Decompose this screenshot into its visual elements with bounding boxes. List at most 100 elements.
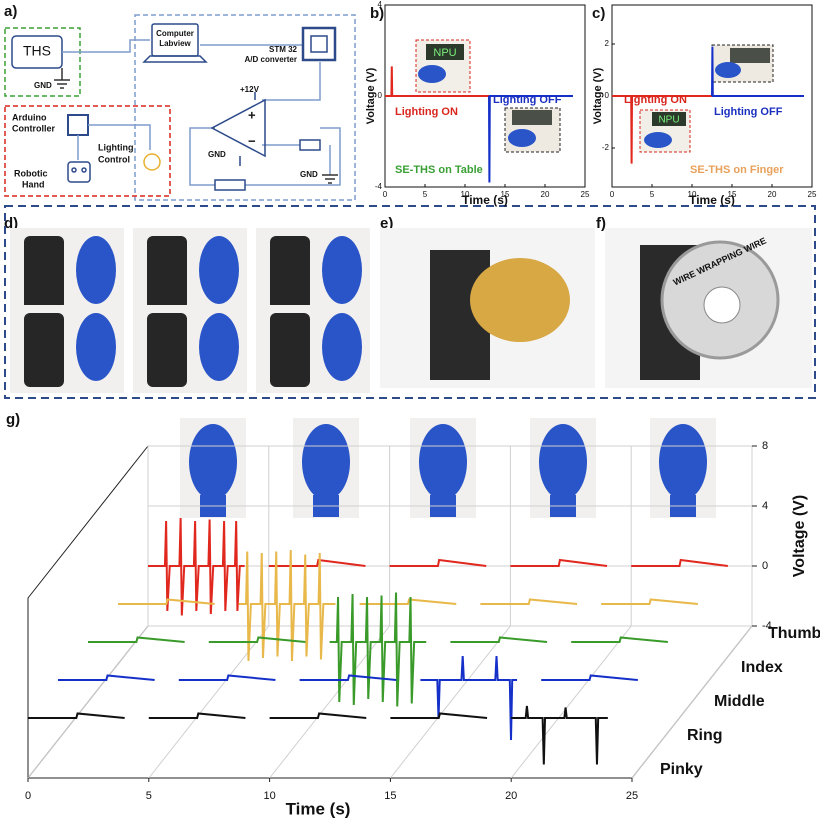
y-axis-label: Voltage (V) [592,67,604,124]
x-axis-label: Time (s) [286,799,351,818]
y-tick-label: 0 [762,560,768,572]
gnd-label: GND [208,150,226,159]
glove [199,313,239,381]
controller-chip [67,114,89,136]
x-tick-label: 20 [768,190,777,199]
robot-eye [81,167,87,173]
glove [508,129,536,147]
x-axis-label: Time (s) [689,193,735,207]
ground-symbol [322,174,338,184]
x-tick-label: 15 [728,190,737,199]
data-line [612,95,712,164]
glove [322,236,362,304]
depth-label: Ring [687,727,723,744]
data-line [58,655,638,741]
lighting-label: Lighting [98,142,134,152]
resistor [214,179,246,191]
robot-hand [147,236,187,310]
glove [644,132,672,148]
panel-label: f) [596,215,606,232]
robot-icon [67,161,91,183]
ground-symbol [54,68,70,89]
y-axis-label: Voltage (V) [791,495,808,577]
x-tick-label: 25 [808,190,817,199]
resistor [299,139,321,151]
x-axis-label: Time (s) [462,193,508,207]
y-tick-label: 4 [762,500,768,512]
annotation: SE-THS on Table [395,164,483,176]
glove [76,313,116,381]
x-tick-label: 5 [146,790,152,802]
grid-line [27,446,149,779]
gnd-label: GND [34,81,52,90]
x-tick-label: 10 [461,190,470,199]
glove [322,313,362,381]
arduino-label: Controller [12,123,55,133]
wire [239,92,256,166]
ths-label: THS [23,43,51,59]
y-tick-label: 2 [605,39,610,48]
laptop-base [142,55,208,63]
y-tick-label: 8 [762,440,768,452]
robot-hand [24,313,64,387]
y-tick-label: 0 [378,91,383,100]
glove [659,424,707,500]
panel-label: b) [370,5,384,22]
annotation: Lighting ON [624,94,687,106]
robot-hand [24,236,64,310]
y-tick-label: -2 [602,143,610,152]
x-tick-label: 0 [25,790,31,802]
x-tick-label: 25 [581,190,590,199]
data-line [148,517,728,616]
robotic-label: Hand [22,179,45,189]
x-tick-label: 10 [688,190,697,199]
annotation: Lighting ON [395,106,458,118]
led-panel [426,44,464,60]
x-tick-label: 0 [383,190,388,199]
data-line [488,95,573,183]
x-tick-label: 5 [423,190,428,199]
bulb [143,153,161,171]
y-tick-label: -4 [375,182,383,191]
depth-label: Middle [714,693,765,710]
depth-label: Thumb [768,625,820,642]
led-panel [730,48,770,63]
op-amp [210,98,266,158]
minus-sign: − [248,133,256,148]
x-tick-label: 0 [610,190,615,199]
stm-label: STM 32 [269,45,298,54]
data-line [118,549,698,662]
panel-label: c) [592,5,605,22]
x-tick-label: 5 [650,190,655,199]
data-line [385,66,489,97]
robot-hand [270,313,310,387]
y-tick-label: 0 [605,91,610,100]
stm-label: A/D converter [245,55,297,64]
panel-label: g) [6,411,20,428]
potato [470,258,570,342]
panel-label: a) [4,3,17,20]
glove [76,236,116,304]
computer-label: Labview [159,39,191,48]
inset-text: NPU [433,47,456,59]
acquisition-box [134,14,356,201]
computer-label: Computer [156,29,194,38]
plus-sign: + [248,107,256,122]
annotation: Lighting OFF [714,106,783,118]
robotic-label: Robotic [14,168,48,178]
chip-core [310,35,328,53]
x-tick-label: 15 [384,790,396,802]
lighting-label: Control [98,154,130,164]
photo-frame [4,205,816,399]
data-line [28,705,608,765]
data-line [711,46,804,97]
x-tick-label: 15 [501,190,510,199]
led-panel [652,112,686,126]
y-tick-label: -4 [762,620,772,632]
robot-eye [71,167,77,173]
data-line [88,592,668,707]
glove [539,424,587,500]
glove [715,62,741,78]
